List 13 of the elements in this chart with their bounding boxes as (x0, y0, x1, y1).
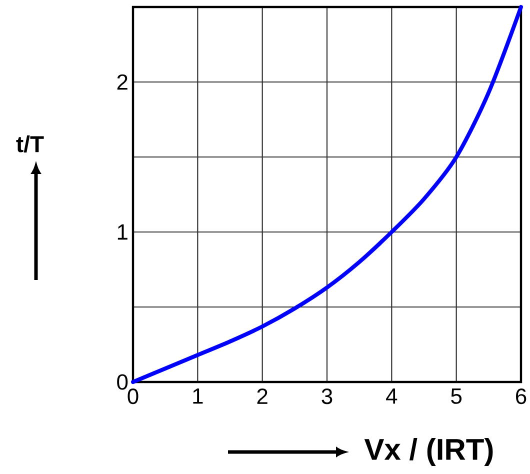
y-tick-label: 2 (117, 74, 128, 90)
x-tick-label: 5 (451, 388, 462, 404)
y-tick-label: 1 (118, 224, 128, 240)
x-tick-label: 3 (322, 388, 332, 404)
x-tick-label: 0 (128, 388, 138, 404)
y-tick-label: 0 (117, 374, 128, 390)
x-tick-label: 4 (386, 388, 398, 404)
x-axis-title: Vx / (IRT) (364, 438, 493, 466)
line-series (131, 4, 523, 384)
y-axis-title: t/T (16, 135, 44, 153)
x-tick-label: 1 (193, 388, 203, 404)
x-tick-label: 2 (257, 388, 268, 404)
x-tick-label: 6 (516, 388, 526, 404)
